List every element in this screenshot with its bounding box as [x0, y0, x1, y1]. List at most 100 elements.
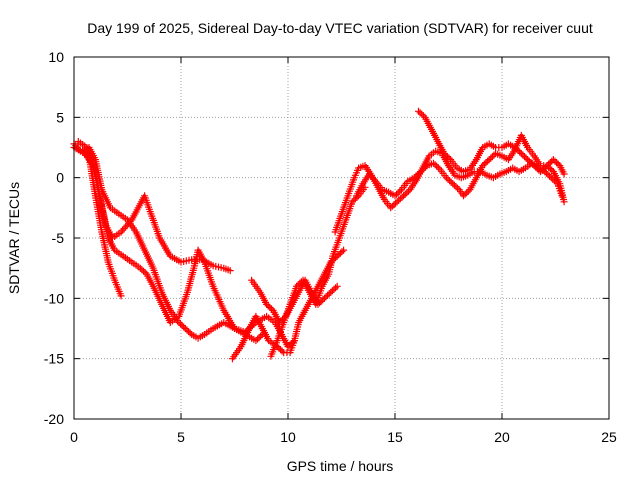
data-point: [325, 290, 333, 298]
y-tick-label: 0: [56, 170, 64, 186]
data-point: [442, 151, 450, 159]
data-point: [442, 174, 450, 182]
y-tick-label: 5: [56, 109, 64, 125]
data-point: [560, 198, 568, 206]
data-point: [479, 162, 487, 170]
data-point: [340, 246, 348, 254]
data-point: [119, 226, 127, 234]
data-point: [181, 325, 189, 332]
data-point: [322, 293, 330, 301]
data-point: [521, 153, 528, 161]
data-point: [324, 291, 332, 299]
data-point: [537, 168, 544, 176]
data-point: [136, 264, 144, 272]
y-tick-label: -10: [44, 290, 64, 306]
data-point: [277, 346, 284, 354]
data-point: [412, 172, 420, 180]
data-point: [138, 266, 146, 274]
data-point: [540, 165, 548, 173]
data-point: [532, 163, 540, 171]
data-point: [517, 150, 525, 157]
data-point: [516, 148, 524, 156]
data-point: [461, 190, 469, 198]
data-point: [447, 178, 455, 186]
data-point: [560, 170, 568, 178]
x-tick-label: 10: [280, 429, 296, 445]
data-point: [266, 303, 274, 311]
x-tick-label: 0: [70, 429, 78, 445]
data-point: [514, 147, 522, 154]
data-point: [446, 177, 454, 185]
data-point: [549, 156, 557, 164]
data-point: [396, 187, 404, 195]
data-point: [414, 171, 421, 179]
data-point: [418, 166, 426, 174]
data-point: [545, 160, 552, 168]
data-point: [410, 174, 418, 182]
data-point: [254, 335, 261, 343]
data-point: [394, 189, 402, 197]
data-point: [296, 279, 304, 287]
data-point: [140, 267, 148, 275]
data-point: [460, 192, 467, 200]
data-point: [544, 171, 552, 179]
data-point: [387, 204, 395, 212]
data-point: [180, 323, 188, 331]
data-point: [393, 198, 401, 206]
x-tick-label: 15: [387, 429, 403, 445]
data-point: [390, 201, 398, 209]
data-point: [444, 175, 452, 183]
data-point: [529, 160, 536, 168]
data-point: [348, 198, 356, 206]
data-point: [293, 282, 301, 290]
data-point: [463, 189, 471, 197]
data-point: [440, 150, 448, 157]
data-point: [433, 162, 441, 170]
data-points: [70, 107, 568, 363]
data-point: [546, 165, 554, 173]
data-point: [553, 159, 561, 167]
data-point: [403, 189, 411, 197]
data-point: [522, 154, 530, 162]
data-point: [278, 347, 286, 355]
data-point: [482, 159, 490, 167]
y-tick-label: 10: [48, 49, 64, 65]
data-point: [449, 180, 457, 188]
data-point: [551, 157, 559, 165]
data-point: [431, 161, 439, 169]
data-point: [338, 248, 346, 256]
data-point: [122, 223, 130, 231]
data-point: [488, 153, 496, 161]
data-point: [186, 329, 194, 337]
data-point: [530, 162, 538, 170]
data-point: [418, 110, 426, 118]
data-point: [120, 225, 128, 232]
x-tick-label: 5: [177, 429, 185, 445]
data-point: [391, 192, 399, 200]
data-point: [320, 294, 328, 302]
data-point: [396, 195, 404, 203]
y-axis-label: SDTVAR / TECUs: [6, 182, 22, 294]
data-point: [416, 109, 424, 117]
y-tick-label: -15: [44, 351, 64, 367]
data-point: [512, 145, 520, 153]
data-point: [185, 328, 192, 335]
data-point: [434, 164, 442, 172]
data-point: [275, 344, 283, 352]
data-point: [445, 154, 453, 162]
data-point: [541, 163, 549, 171]
data-point: [252, 337, 260, 345]
data-point: [400, 192, 408, 200]
data-point: [333, 282, 341, 290]
data-point: [393, 190, 401, 198]
data-point: [430, 159, 437, 167]
data-point: [519, 151, 527, 159]
data-point: [417, 168, 425, 176]
data-point: [264, 302, 272, 310]
series-track-10: [415, 107, 568, 178]
data-point: [395, 196, 403, 204]
data-point: [450, 181, 458, 189]
series-track-4: [79, 144, 266, 345]
